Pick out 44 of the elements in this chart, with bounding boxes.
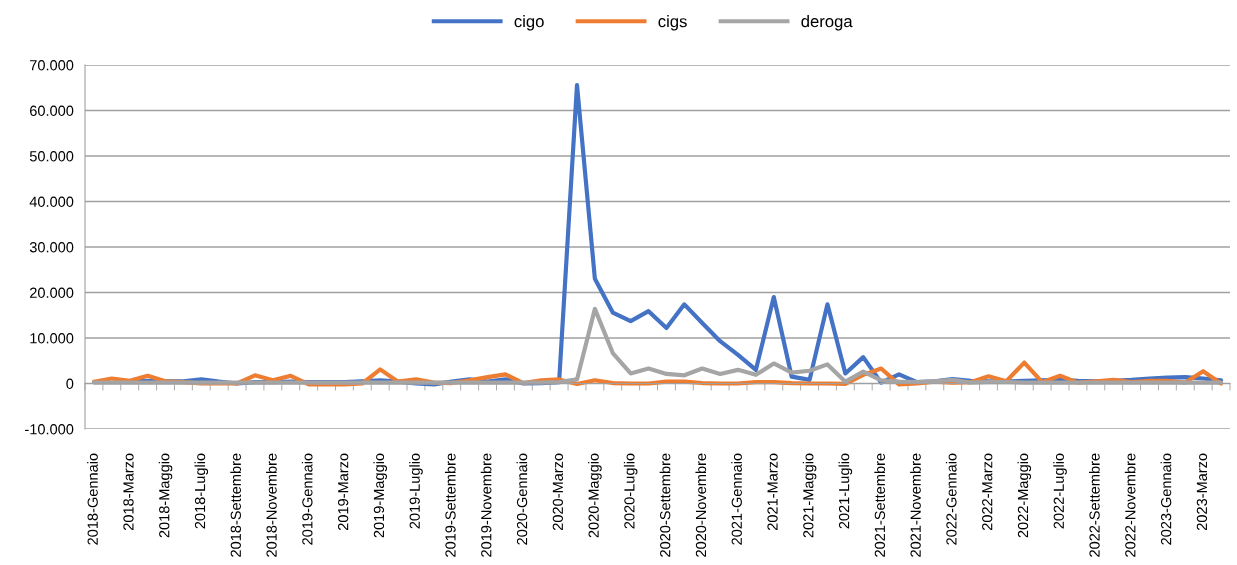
x-tick-label: 2022-Gennaio — [945, 453, 957, 545]
x-tick-label: 2023-Gennaio — [1160, 453, 1172, 545]
legend-label: cigs — [658, 15, 687, 31]
x-tick-label: 2018-Luglio — [194, 453, 209, 529]
x-tick-label: 2023-Marzo — [1196, 453, 1208, 531]
y-tick-label: -10.000 — [25, 424, 74, 435]
y-tick-label: 70.000 — [30, 60, 74, 71]
y-tick-label: 60.000 — [30, 105, 74, 116]
y-tick-label: 0 — [66, 378, 74, 389]
x-tick-label: 2019-Settembre — [444, 453, 456, 557]
x-tick-label: 2020-Gennaio — [516, 453, 528, 545]
x-tick-label: 2021-Settembre — [874, 453, 886, 557]
x-tick-label: 2022-Marzo — [982, 453, 993, 531]
y-tick-label: 30.000 — [29, 242, 74, 253]
x-tick-label: 2022-Luglio — [1053, 453, 1067, 529]
x-tick-label: 2021-Gennaio — [731, 453, 742, 545]
x-tick-label: 2019-Marzo — [338, 453, 349, 531]
x-tick-label: 2020-Novembre — [695, 453, 707, 557]
x-tick-label: 2019-Gennaio — [301, 453, 313, 545]
x-tick-label: 2022-Maggio — [1017, 453, 1032, 538]
x-tick-label: 2020-Maggio — [588, 453, 602, 538]
x-tick-label: 2018-Maggio — [158, 453, 173, 538]
y-tick-label: 40.000 — [29, 196, 74, 207]
x-tick-label: 2021-Marzo — [767, 453, 778, 531]
x-tick-label: 2018-Gennaio — [87, 453, 98, 545]
y-tick-label: 10.000 — [30, 333, 74, 344]
x-tick-label: 2021-Novembre — [910, 453, 921, 557]
legend-label: cigo — [514, 15, 544, 31]
x-tick-label: 2019-Novembre — [480, 453, 492, 557]
x-tick-label: 2022-Settembre — [1089, 453, 1100, 557]
x-tick-label: 2021-Maggio — [802, 453, 817, 538]
x-tick-label: 2018-Settembre — [230, 453, 241, 557]
x-tick-label: 2019-Maggio — [373, 453, 387, 538]
x-tick-label: 2020-Luglio — [623, 453, 638, 529]
legend-label: deroga — [801, 15, 853, 31]
x-tick-label: 2022-Novembre — [1124, 453, 1136, 557]
x-tick-label: 2018-Novembre — [266, 453, 277, 557]
x-tick-label: 2020-Settembre — [659, 453, 671, 557]
x-tick-label: 2020-Marzo — [552, 453, 564, 531]
y-tick-label: 20.000 — [30, 287, 74, 298]
x-tick-label: 2018-Marzo — [123, 453, 134, 531]
x-tick-label: 2021-Luglio — [838, 453, 853, 529]
y-tick-label: 50.000 — [29, 151, 74, 162]
x-tick-label: 2019-Luglio — [409, 453, 423, 529]
